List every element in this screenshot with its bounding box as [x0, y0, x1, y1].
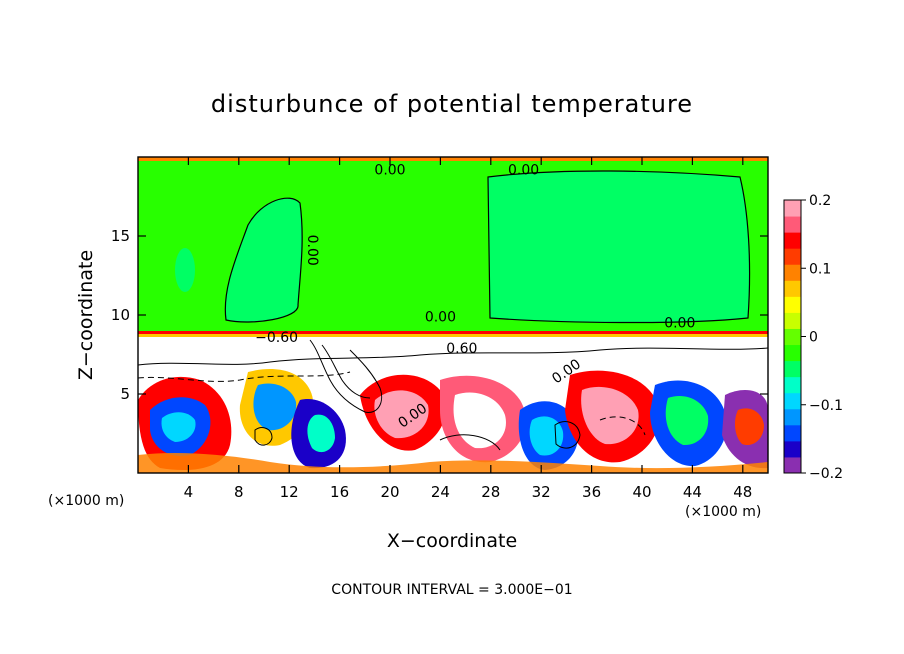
x-tick-label: 36 — [582, 483, 601, 501]
x-tick-label: 20 — [380, 483, 399, 501]
colorbar-tick-label: 0.1 — [809, 261, 831, 277]
colorbar-swatch — [784, 408, 801, 426]
x-axis-label: X−coordinate — [387, 530, 517, 552]
colorbar-swatch — [784, 232, 801, 249]
colorbar-swatch — [784, 424, 801, 442]
x-tick-label: 8 — [234, 483, 244, 501]
chart-title: disturbunce of potential temperature — [211, 90, 693, 118]
colorbar-swatch — [784, 456, 801, 474]
x-unit-label: (×1000 m) — [48, 493, 124, 509]
x-unit-label-right: (×1000 m) — [685, 504, 761, 520]
y-axis-ticks: 5 10 15 — [111, 227, 768, 403]
y-tick-label: 5 — [120, 385, 130, 403]
contour-label: −0.60 — [255, 330, 298, 346]
y-tick-label: 10 — [111, 306, 130, 324]
contour-label: 0.00 — [508, 162, 539, 178]
contour-label: 0.00 — [664, 316, 695, 332]
colorbar-tick-label: −0.1 — [809, 398, 843, 414]
colorbar-swatch — [784, 344, 801, 362]
contour-label: 0.00 — [304, 235, 320, 266]
x-tick-label: 44 — [683, 483, 702, 501]
x-tick-label: 28 — [481, 483, 500, 501]
x-tick-label: 32 — [532, 483, 551, 501]
x-tick-label: 12 — [280, 483, 299, 501]
colorbar-tick-label: 0.2 — [809, 193, 831, 209]
heatmap-field — [138, 157, 768, 473]
colorbar-tick-label: 0 — [809, 330, 818, 346]
x-tick-label: 24 — [431, 483, 450, 501]
colorbar-swatch — [784, 200, 801, 217]
colorbar-swatch — [784, 328, 801, 346]
y-tick-label: 15 — [111, 227, 130, 245]
colorbar-swatch — [784, 360, 801, 378]
y-axis-label: Z−coordinate — [75, 250, 97, 380]
colorbar-swatch — [784, 312, 801, 329]
x-tick-label: 40 — [632, 483, 651, 501]
x-tick-label: 4 — [184, 483, 194, 501]
colorbar-swatch — [784, 440, 801, 458]
colorbar-swatch — [784, 296, 801, 313]
colorbar-tick-label: −0.2 — [809, 466, 843, 482]
x-tick-label: 48 — [733, 483, 752, 501]
colorbar: 0.2 0.1 0 −0.1 −0.2 — [783, 193, 843, 482]
colorbar-swatch — [784, 248, 801, 265]
colorbar-swatch — [784, 216, 801, 233]
colorbar-swatch — [784, 392, 801, 410]
colorbar-swatch — [784, 264, 801, 281]
contour-label: 0.00 — [425, 309, 456, 325]
contour-label: 0.60 — [446, 341, 477, 357]
colorbar-swatch — [784, 280, 801, 297]
contour-interval-text: CONTOUR INTERVAL = 3.000E−01 — [331, 582, 572, 598]
x-tick-label: 16 — [330, 483, 349, 501]
contour-label: 0.00 — [374, 162, 405, 178]
colorbar-swatch — [784, 376, 801, 394]
x-axis-ticks: 4 8 12 16 20 24 28 32 36 40 44 48 — [184, 157, 752, 501]
